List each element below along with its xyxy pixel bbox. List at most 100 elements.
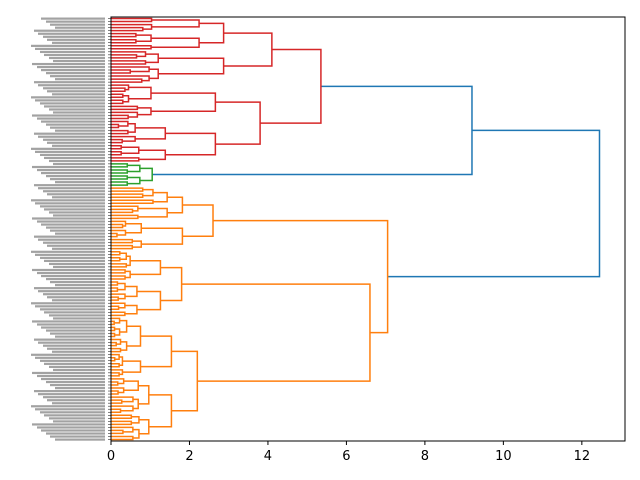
dendrogram-link [111, 414, 133, 420]
leaf-label-illegible [35, 150, 105, 153]
dendrogram-link [137, 207, 168, 218]
leaf-label-illegible [50, 75, 105, 78]
leaf-label-illegible [41, 274, 105, 278]
leaf-label-illegible [40, 308, 105, 311]
dendrogram-link [111, 214, 139, 220]
leaf-label-illegible [47, 193, 105, 196]
dendrogram-link [171, 350, 199, 412]
leaf-label-illegible [47, 399, 105, 402]
x-tick-label: 0 [107, 449, 115, 464]
dendrogram-link [111, 302, 126, 309]
leaf-label-illegible [53, 162, 105, 166]
leaf-label-illegible [49, 211, 105, 214]
dendrogram-link [111, 387, 125, 394]
dendrogram-link [145, 53, 159, 64]
dendrogram-link [111, 51, 147, 58]
leaf-label-illegible [37, 220, 105, 223]
leaf-label-illegible [47, 244, 105, 247]
dendrogram-link [111, 144, 122, 150]
dendrogram-link [111, 157, 140, 162]
dendrogram-link [111, 381, 119, 386]
leaf-label-illegible [47, 347, 105, 350]
leaf-label-illegible [43, 396, 105, 399]
leaf-label-illegible [38, 84, 105, 87]
leaf-label-illegible [31, 44, 105, 47]
dendrogram-link [111, 426, 134, 433]
leaf-label-illegible [53, 368, 105, 372]
leaf-label-illegible [35, 305, 105, 308]
dendrogram-link [111, 341, 117, 347]
leaf-label-illegible [40, 102, 105, 105]
leaf-label-illegible [55, 232, 105, 235]
leaf-label-illegible [35, 408, 105, 411]
dendrogram-link [111, 275, 126, 280]
leaf-label-illegible [35, 47, 105, 50]
dendrogram-link [111, 238, 134, 244]
leaf-label-illegible [46, 277, 105, 281]
leaf-label-illegible [34, 132, 105, 135]
dendrogram-link [131, 416, 140, 424]
leaf-label-illegible [52, 299, 105, 302]
dendrogram-link [111, 353, 120, 360]
leaf-label-illegible [50, 229, 105, 232]
dendrogram-link [119, 356, 124, 367]
leaf-label-illegible [49, 365, 105, 368]
dendrogram-link [114, 328, 121, 336]
leaf-label-illegible [50, 435, 105, 438]
dendrogram-link [135, 127, 167, 140]
dendrogram-link [215, 101, 261, 145]
leaf-label-illegible [34, 184, 105, 187]
dendrogram-link [111, 45, 152, 50]
leaf-label-illegible [46, 329, 105, 332]
leaf-label-illegible [41, 171, 105, 175]
dendrogram-link [151, 19, 200, 28]
leaf-label-illegible [44, 414, 105, 417]
dendrogram-link [125, 270, 131, 279]
x-tick-label: 6 [342, 449, 350, 464]
leaf-label-illegible [35, 356, 105, 359]
leaf-label-illegible [55, 438, 105, 441]
dendrogram-link [111, 199, 154, 205]
leaf-label-illegible [40, 359, 105, 362]
dendrogram-link [111, 408, 122, 413]
dendrogram-link [182, 204, 214, 237]
dendrogram-link [111, 435, 134, 441]
leaf-label-illegible [49, 314, 105, 317]
dendrogram-link [111, 123, 120, 129]
leaf-label-illegible [52, 144, 105, 147]
leaf-label-illegible [50, 383, 105, 387]
leaf-label-illegible [32, 268, 105, 272]
dendrogram-link [111, 420, 133, 426]
leaf-label-illegible [34, 287, 105, 290]
x-axis: 0 2 4 6 8 10 12 [107, 441, 590, 464]
dendrogram-link [132, 398, 139, 410]
dendrogram-link [138, 149, 167, 161]
leaf-label-illegible [31, 302, 105, 305]
dendrogram-link [111, 269, 126, 274]
leaf-label-illegible [46, 20, 105, 23]
dendrogram-link [111, 99, 124, 105]
leaf-label-illegible [55, 387, 105, 390]
x-tick-label: 2 [185, 449, 193, 464]
dendrogram-link [111, 69, 131, 74]
dendrogram-link [260, 48, 322, 124]
dendrogram-link [111, 129, 129, 135]
dendrogram-link [141, 227, 184, 245]
leaf-label-illegible [32, 320, 105, 323]
dendrogram-link [123, 380, 139, 392]
leaf-label-illegible [53, 111, 105, 114]
dendrogram-link [111, 293, 126, 300]
dendrogram-link [124, 304, 138, 315]
dendrogram-link [111, 229, 127, 236]
leaf-label-illegible [38, 32, 105, 35]
leaf-label-illegible [49, 108, 105, 111]
dendrogram-link [127, 164, 141, 173]
leaf-label-illegible [47, 141, 105, 144]
dendrogram-link [132, 428, 140, 439]
leaf-label-illegible [32, 371, 105, 375]
dendrogram-link [124, 285, 138, 298]
leaf-label-layer [31, 17, 111, 441]
dendrogram-link [137, 107, 152, 116]
dendrogram-link [111, 120, 129, 127]
